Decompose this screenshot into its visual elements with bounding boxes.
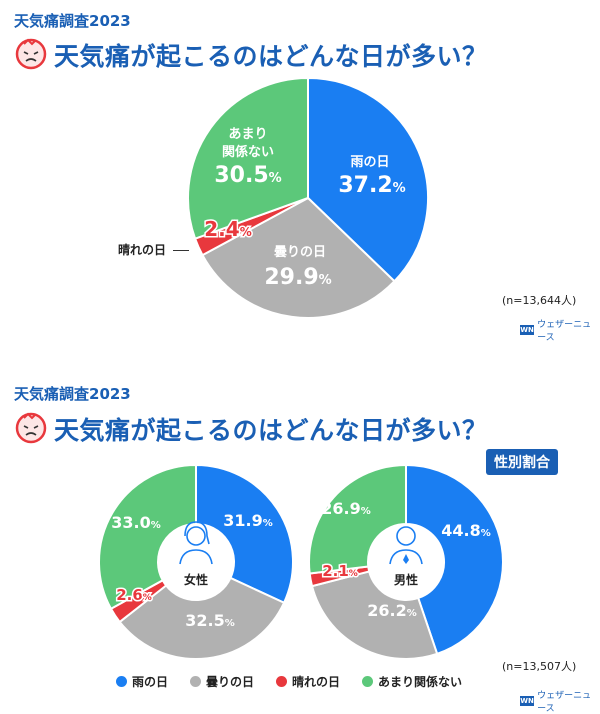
section2-brand: WN ウェザーニュース [520,688,600,714]
section2-title: 天気痛が起こるのはどんな日が多い？ [54,416,488,445]
male-slice-rain [405,464,505,656]
overall-slice-cloudy [201,196,396,319]
overall-slice-rain [307,76,429,283]
overall-value-none: 30.5% [214,163,281,188]
male-value-sunny: 2.1% [322,562,358,580]
female-value-cloudy: 32.5% [185,611,235,630]
section1-kicker: 天気痛調査2023 [14,12,131,30]
female-value-sunny: 2.6% [116,586,152,604]
section1-title: 天気痛が起こるのはどんな日が多い？ [54,42,488,71]
section2-n-note: (n=13,507人) [502,660,577,673]
pie-chart-overall: 雨の日 37.2% 曇りの日 29.9% 2.4% あまり関係ない 30.5% [187,76,429,319]
male-slice-none [308,464,407,575]
pain-face-icon [15,38,47,70]
overall-label-none-1: あまり [228,127,267,142]
female-person-icon [179,521,213,565]
overall-label-none-2: 関係ない [222,144,274,160]
male-value-none: 26.9% [321,499,371,518]
brand-logo-icon: WN [520,325,535,335]
overall-label-rain: 雨の日 [350,155,389,170]
male-value-rain: 44.8% [441,521,491,540]
pie-chart-female: 女性 31.9% 32.5% 2.6% 33.0% [98,464,294,660]
gender-ratio-badge: 性別割合 [486,449,558,475]
sunny-side-label-text: 晴れの日 [118,243,167,257]
legend-dot-rain [116,676,127,687]
legend-label-cloudy: 曇りの日 [206,675,255,689]
section1-brand: WN ウェザーニュース [520,317,600,343]
overall-value-cloudy: 29.9% [264,265,331,290]
male-center-label: 男性 [394,572,418,587]
sunny-leader-line [173,250,190,251]
legend-label-none: あまり関係ない [378,675,463,689]
sunny-side-label: 晴れの日 [118,241,190,258]
legend-item-sunny: 晴れの日 [276,673,340,690]
legend-item-cloudy: 曇りの日 [190,673,254,690]
legend: 雨の日 曇りの日 晴れの日 あまり関係ない [116,673,462,690]
male-slice-cloudy [310,570,439,660]
legend-dot-sunny [276,676,288,687]
legend-label-rain: 雨の日 [132,675,169,689]
legend-item-rain: 雨の日 [116,673,168,690]
female-value-none: 33.0% [111,513,161,532]
pain-face-icon-2 [15,412,47,444]
section2-brand-text: ウェザーニュース [537,691,592,714]
female-slice-none [98,464,197,611]
pie-chart-male: 男性 44.8% 26.2% 2.1% 26.9% [308,464,505,660]
overall-value-sunny: 2.4% [204,217,251,241]
section1-n-note: (n=13,644人) [502,294,577,307]
legend-item-none: あまり関係ない [362,673,462,690]
legend-dot-cloudy [190,676,202,687]
legend-dot-none [362,676,374,687]
section1-brand-text: ウェザーニュース [537,320,592,343]
male-value-cloudy: 26.2% [367,601,417,620]
male-person-icon [389,526,423,565]
female-value-rain: 31.9% [223,511,273,530]
female-slice-cloudy [118,576,286,660]
legend-label-sunny: 晴れの日 [292,675,341,689]
female-slice-rain [195,464,294,605]
overall-slice-none [187,76,309,240]
brand-logo-icon-2: WN [520,696,535,706]
female-center-label: 女性 [184,572,208,587]
overall-value-rain: 37.2% [338,173,405,198]
section2-kicker: 天気痛調査2023 [14,385,131,403]
overall-label-cloudy: 曇りの日 [274,245,326,260]
